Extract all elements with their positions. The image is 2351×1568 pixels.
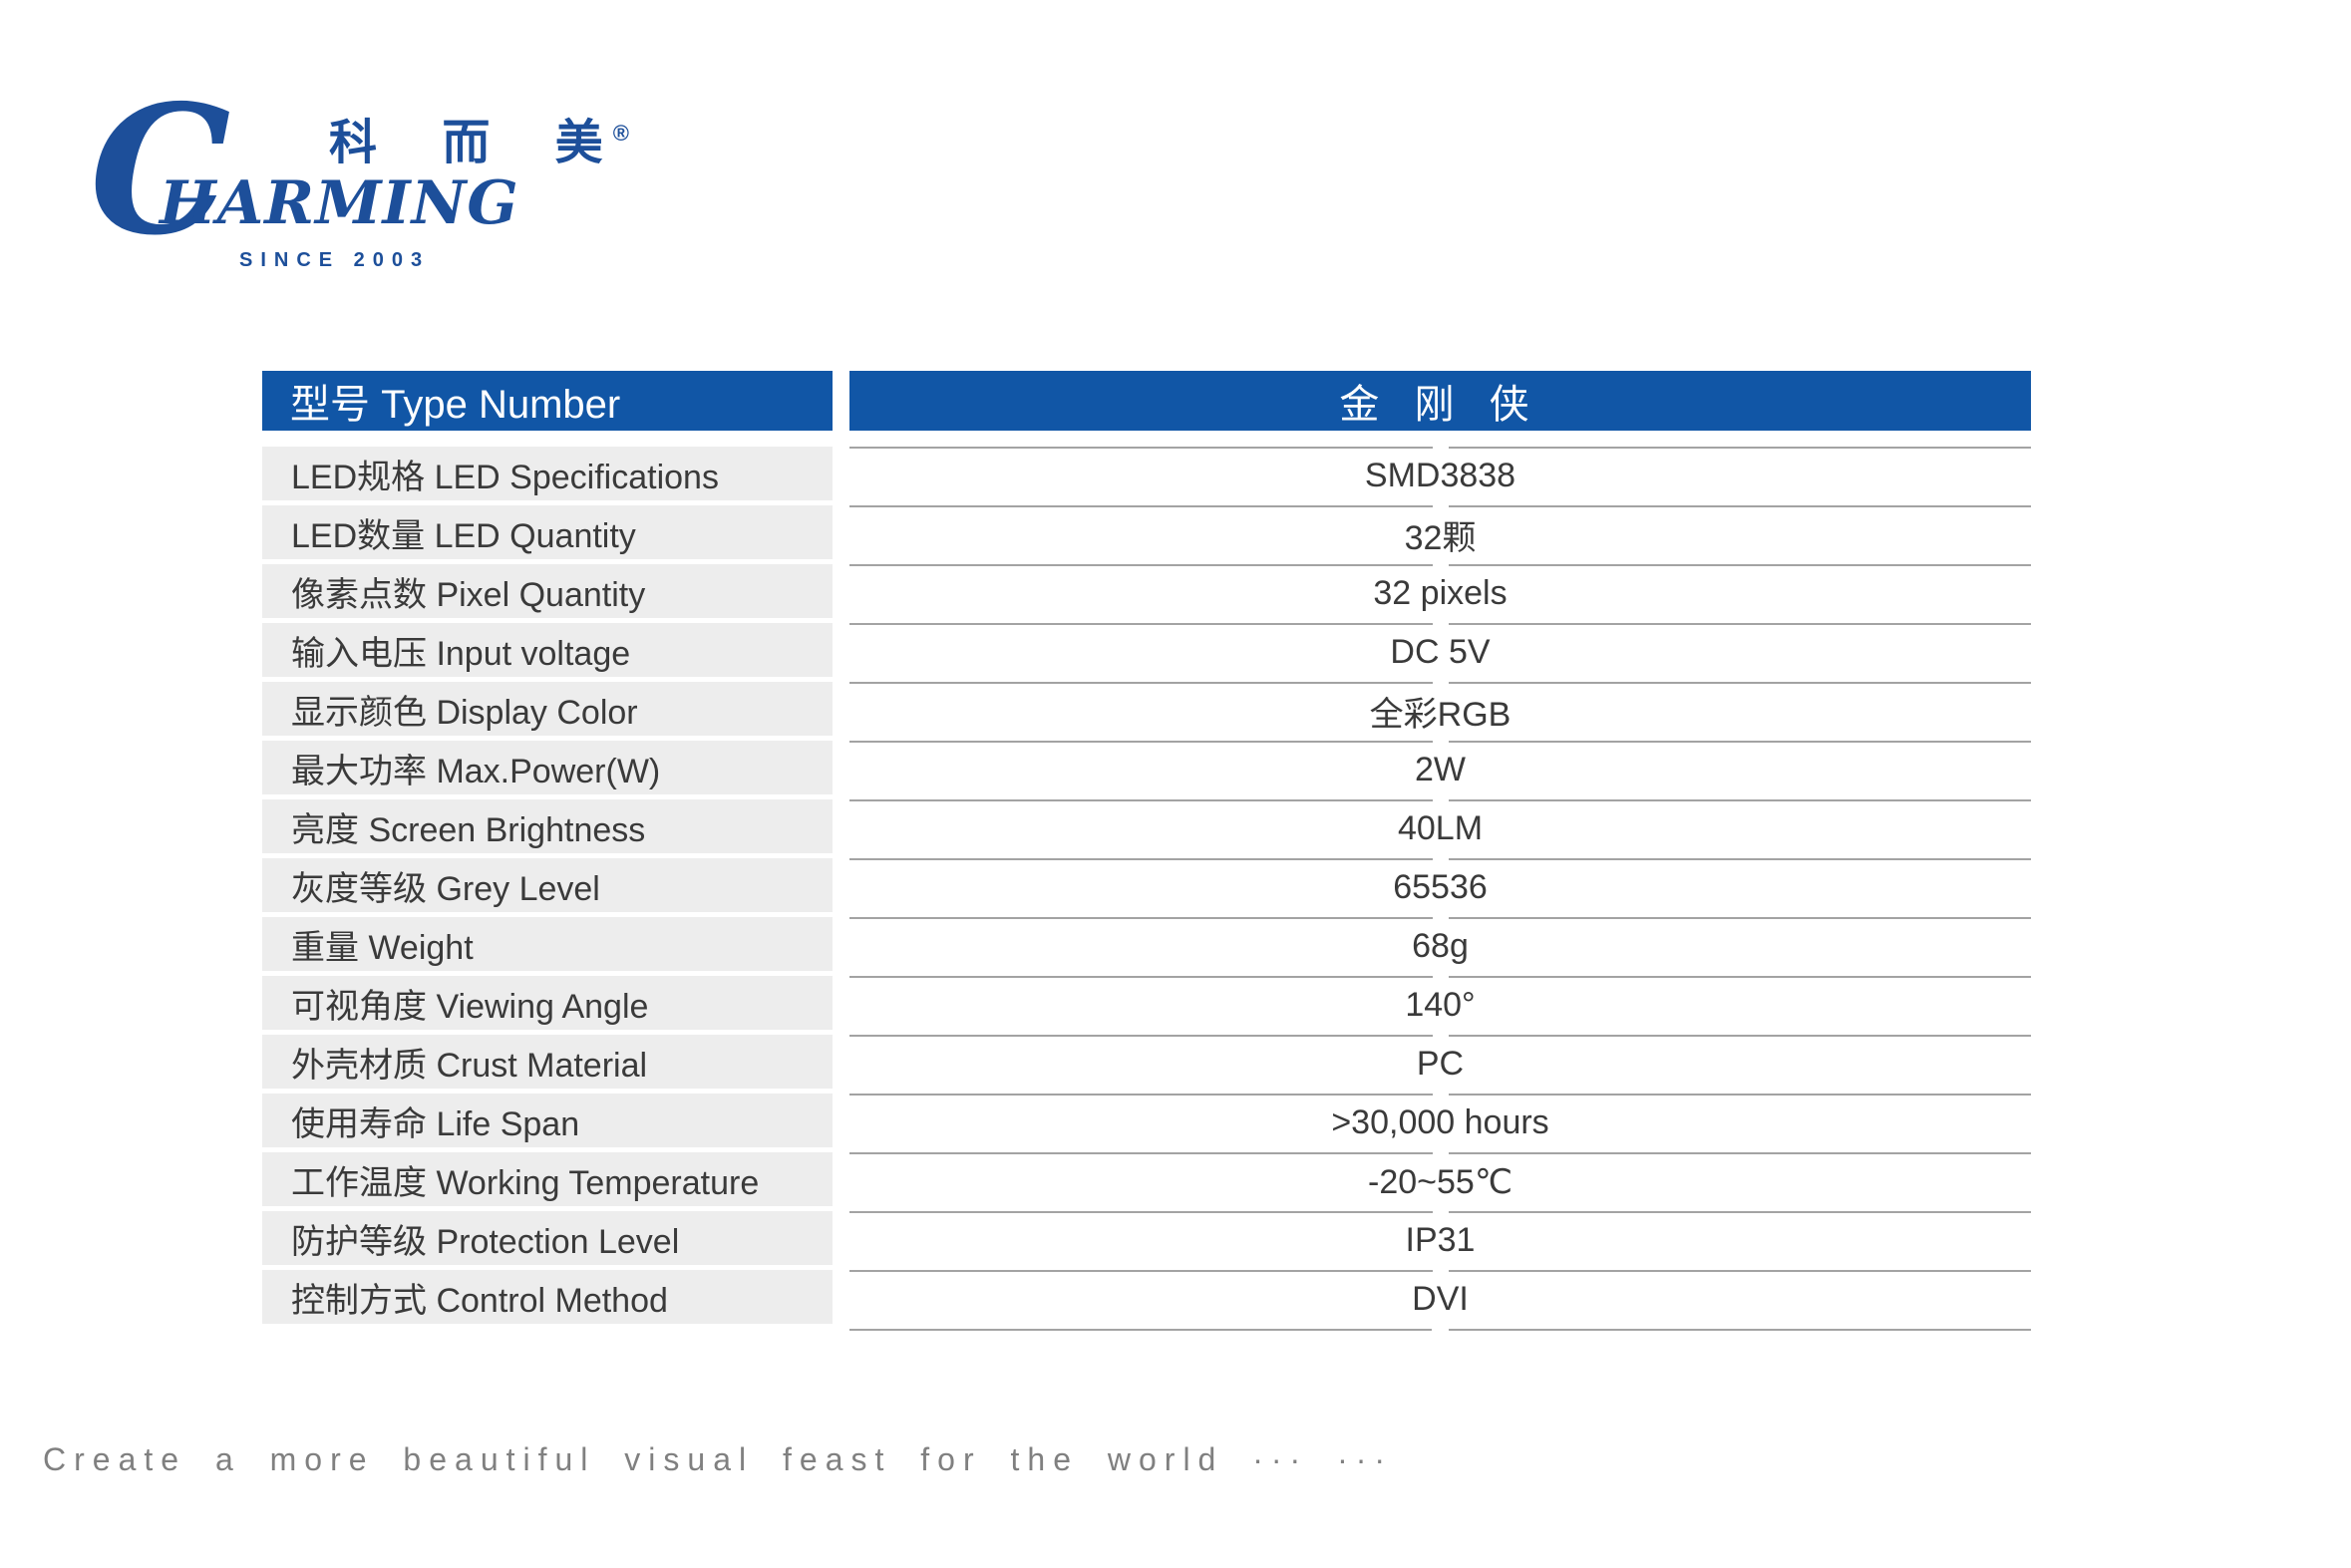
table-row: 可视角度 Viewing Angle 140° [262, 976, 2031, 1035]
row-value: 2W [849, 741, 2031, 799]
row-value: 140° [849, 976, 2031, 1035]
table-row: 使用寿命 Life Span >30,000 hours [262, 1094, 2031, 1152]
table-row: 亮度 Screen Brightness 40LM [262, 799, 2031, 858]
charming-logo: C HARMING 科 而 美® SINCE 2003 [90, 82, 648, 286]
logo-since-year: SINCE 2003 [239, 249, 431, 271]
table-row: 输入电压 Input voltage DC 5V [262, 623, 2031, 682]
table-row: 工作温度 Working Temperature -20~55℃ [262, 1152, 2031, 1211]
row-label: 工作温度 Working Temperature [262, 1152, 833, 1206]
row-label: LED规格 LED Specifications [262, 447, 833, 500]
table-row: 灰度等级 Grey Level 65536 [262, 858, 2031, 917]
table-row: 防护等级 Protection Level IP31 [262, 1211, 2031, 1270]
row-label: 使用寿命 Life Span [262, 1094, 833, 1147]
spec-table-header: 型号 Type Number 金 刚 侠 [262, 371, 2031, 431]
table-row: LED数量 LED Quantity 32颗 [262, 505, 2031, 564]
row-value: -20~55℃ [849, 1152, 2031, 1211]
table-row: 显示颜色 Display Color 全彩RGB [262, 682, 2031, 741]
row-label: 像素点数 Pixel Quantity [262, 564, 833, 618]
table-row: 外壳材质 Crust Material PC [262, 1035, 2031, 1094]
row-value: PC [849, 1035, 2031, 1094]
row-label: 显示颜色 Display Color [262, 682, 833, 736]
table-bottom-line-left [849, 1329, 1432, 1331]
logo-initial-c: C [90, 66, 231, 274]
row-value: DC 5V [849, 623, 2031, 682]
table-row: 重量 Weight 68g [262, 917, 2031, 976]
row-label: 控制方式 Control Method [262, 1270, 833, 1324]
row-label: 输入电压 Input voltage [262, 623, 833, 677]
header-model-name: 金 刚 侠 [849, 371, 2031, 431]
table-row: 控制方式 Control Method DVI [262, 1270, 2031, 1329]
row-value: 全彩RGB [849, 682, 2031, 741]
table-row: 像素点数 Pixel Quantity 32 pixels [262, 564, 2031, 623]
header-type-number: 型号 Type Number [262, 371, 833, 431]
row-label: LED数量 LED Quantity [262, 505, 833, 559]
row-value: DVI [849, 1270, 2031, 1329]
row-value: >30,000 hours [849, 1094, 2031, 1152]
row-label: 亮度 Screen Brightness [262, 799, 833, 853]
logo-chinese-name: 科 而 美® [329, 120, 629, 167]
spec-table: 型号 Type Number 金 刚 侠 LED规格 LED Specifica… [262, 371, 2031, 1333]
row-label: 重量 Weight [262, 917, 833, 971]
row-value: 65536 [849, 858, 2031, 917]
table-bottom-line-right [1449, 1329, 2031, 1331]
row-value: 32 pixels [849, 564, 2031, 623]
row-label: 外壳材质 Crust Material [262, 1035, 833, 1089]
row-value: 32颗 [849, 505, 2031, 564]
table-row: LED规格 LED Specifications SMD3838 [262, 447, 2031, 505]
registered-trademark-icon: ® [612, 121, 629, 146]
logo-wordmark: HARMING [160, 168, 519, 238]
row-value: 40LM [849, 799, 2031, 858]
row-label: 可视角度 Viewing Angle [262, 976, 833, 1030]
row-value: SMD3838 [849, 447, 2031, 505]
row-value: 68g [849, 917, 2031, 976]
spec-table-body: LED规格 LED Specifications SMD3838 LED数量 LED… [262, 447, 2031, 1329]
row-label: 灰度等级 Grey Level [262, 858, 833, 912]
row-value: IP31 [849, 1211, 2031, 1270]
row-label: 防护等级 Protection Level [262, 1211, 833, 1265]
footer-tagline: Create a more beautiful visual feast for… [43, 1441, 1394, 1477]
logo-chinese-text: 科 而 美 [329, 117, 629, 169]
row-label: 最大功率 Max.Power(W) [262, 741, 833, 794]
table-row: 最大功率 Max.Power(W) 2W [262, 741, 2031, 799]
